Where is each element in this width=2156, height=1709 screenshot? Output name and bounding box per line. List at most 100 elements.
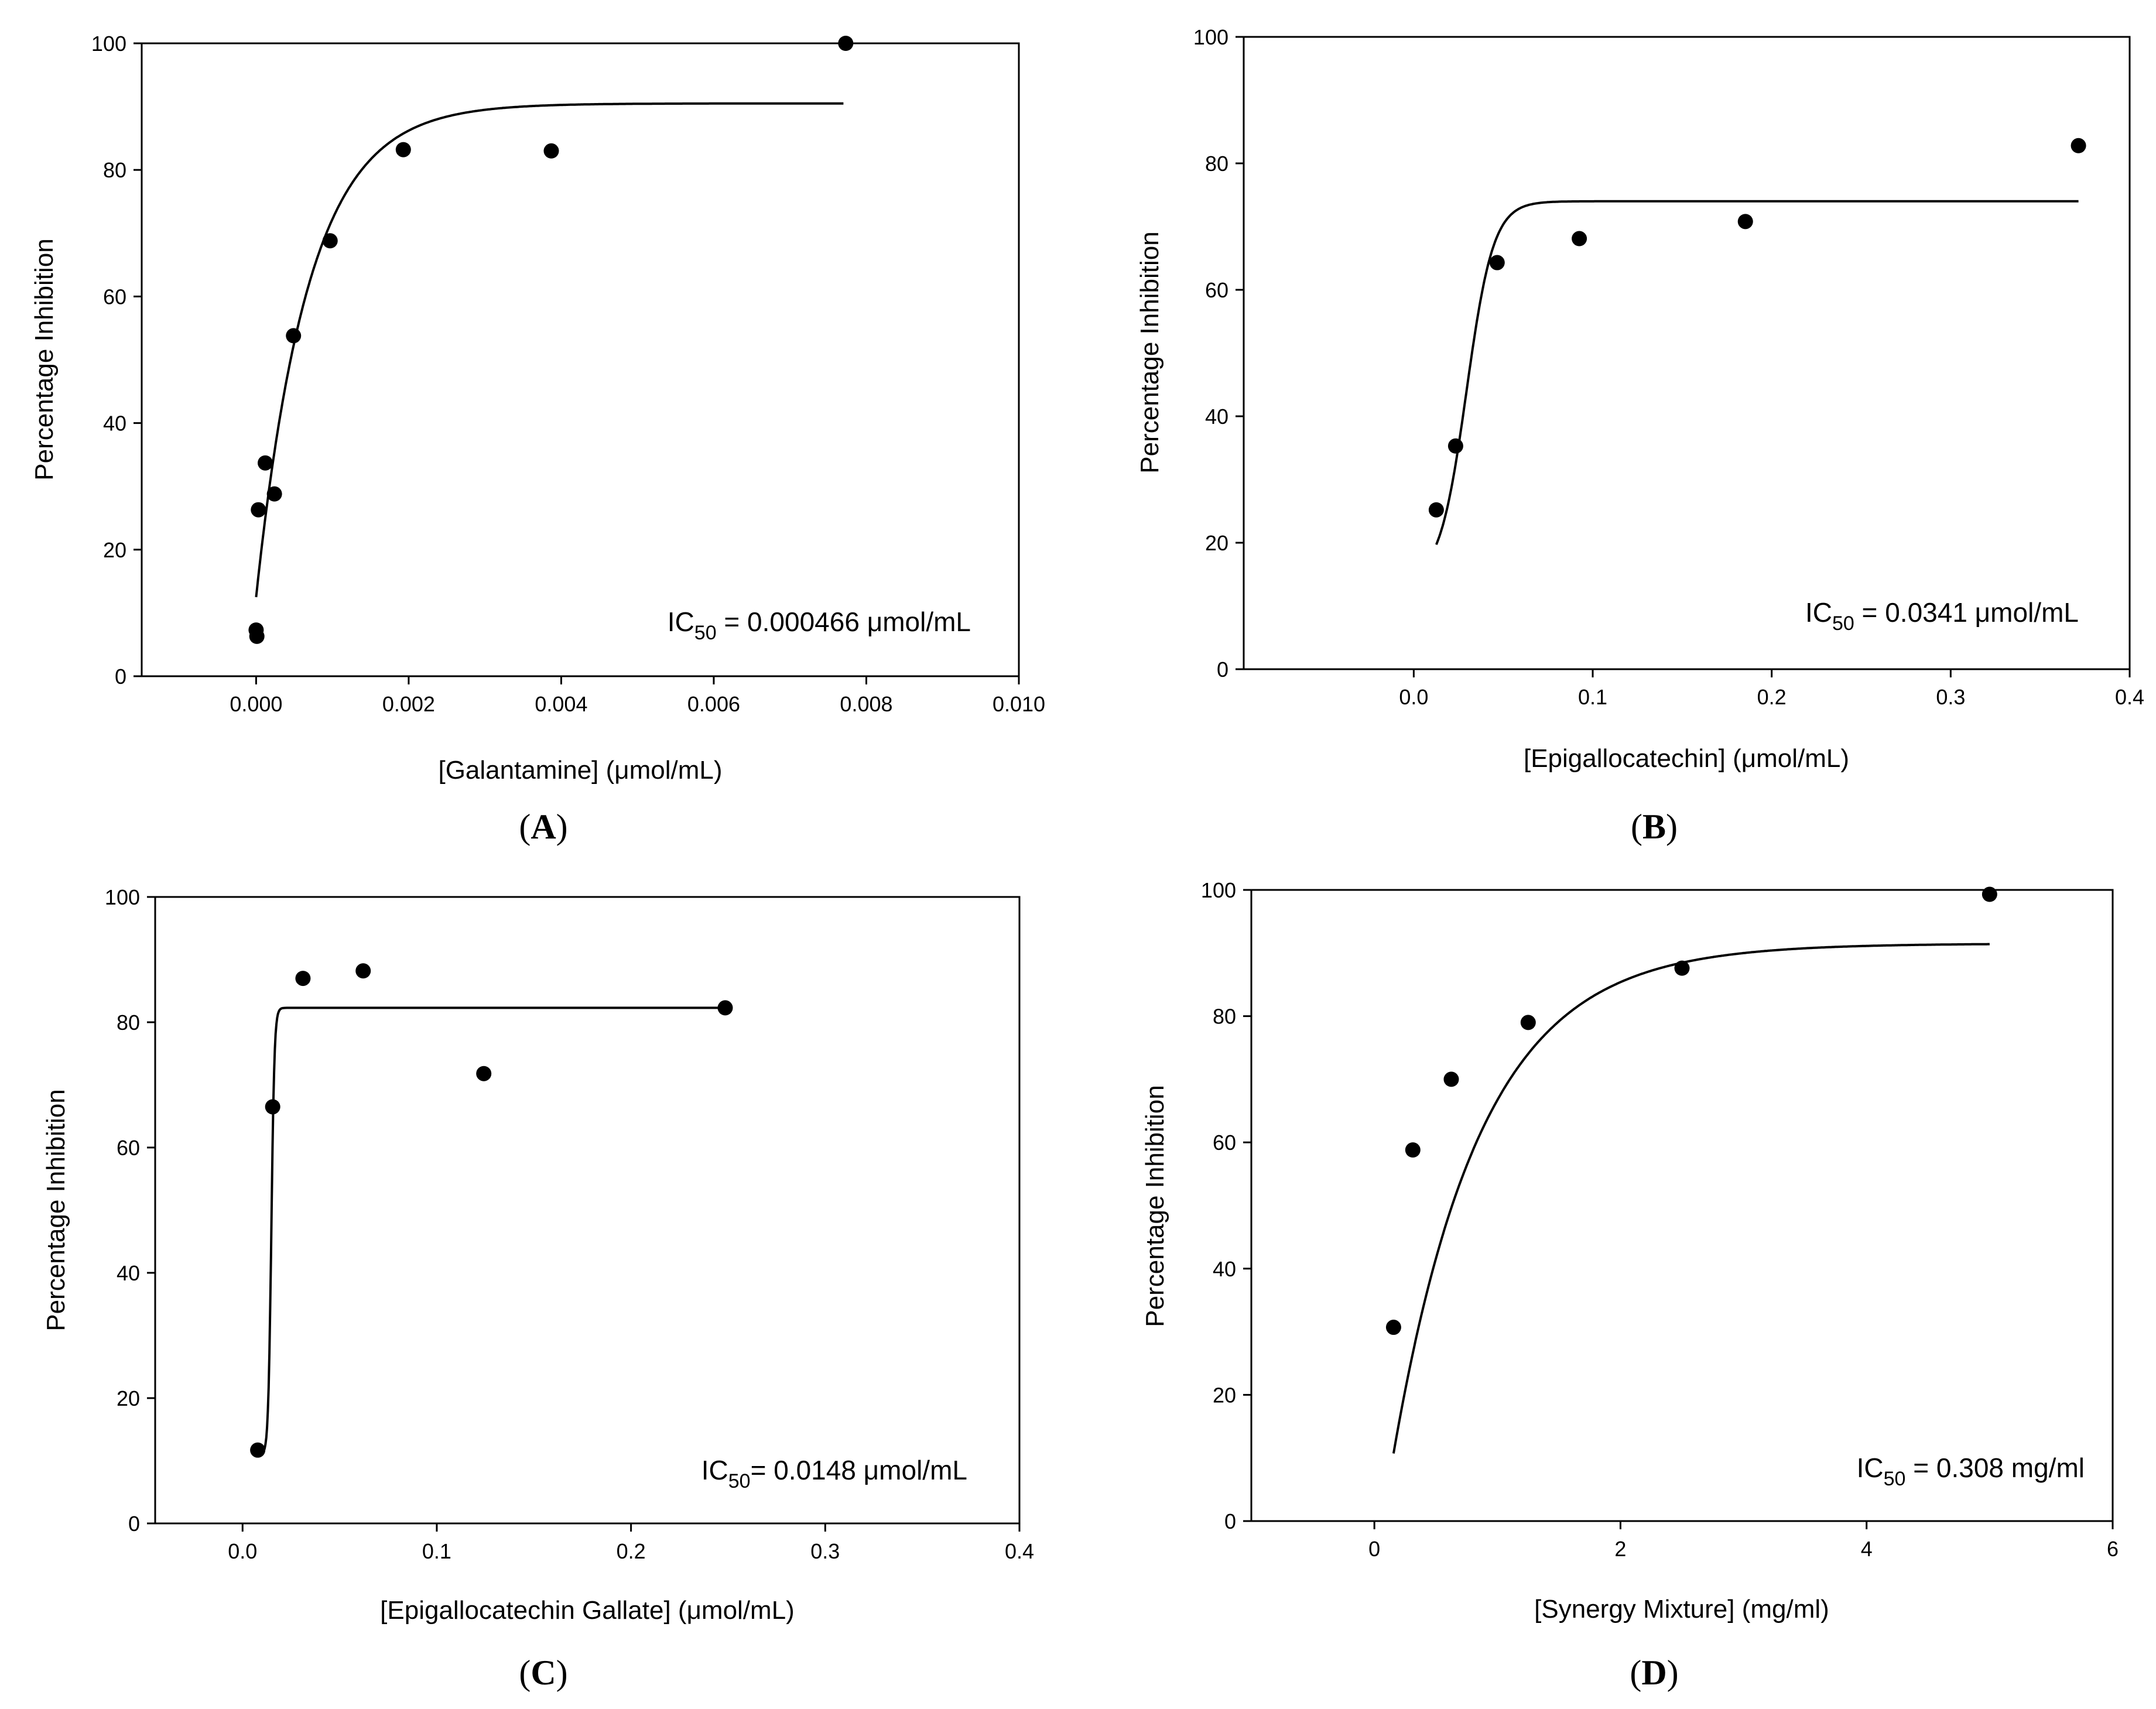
plot-frame	[1243, 36, 2131, 670]
panel-b: 0.0 0.1 0.2 0.3 0.4 0 20 40 60 80 100 [Epigallocat…	[1135, 25, 2144, 846]
data-point	[249, 628, 265, 644]
x-tick-label: 0.010	[993, 692, 1045, 716]
y-tick-label: 80	[117, 1011, 140, 1035]
x-tick-label: 2	[1614, 1537, 1626, 1561]
ic50-annotation: IC50 = 0.308 mg/ml	[1857, 1453, 2085, 1490]
tick-labels: 0.000 0.002 0.004 0.006 0.008 0.010 0 20 40 60 80 1…	[91, 32, 1045, 716]
data-point	[395, 142, 411, 157]
y-tick-label: 100	[1201, 878, 1236, 902]
x-tick-label: 0.0	[228, 1539, 257, 1563]
data-point	[838, 36, 854, 51]
y-tick-label: 100	[91, 32, 126, 56]
x-tick-label: 0.006	[687, 692, 740, 716]
y-tick-label: 40	[1213, 1257, 1236, 1281]
data-points	[250, 963, 733, 1458]
x-tick-label: 0.4	[1005, 1539, 1034, 1563]
x-tick-label: 0	[1368, 1537, 1380, 1561]
y-tick-label: 20	[117, 1386, 140, 1410]
y-axis-title: Percentage Inhibition	[1141, 1085, 1169, 1327]
y-tick-label: 20	[1205, 531, 1228, 555]
ic50-annotation: IC50 = 0.0341 μmol/mL	[1805, 597, 2079, 635]
panel-label: (C)	[519, 1653, 567, 1692]
x-tick-label: 0.1	[422, 1539, 451, 1563]
data-point	[543, 143, 559, 159]
panel-label: (B)	[1631, 807, 1678, 846]
y-tick-label: 60	[117, 1136, 140, 1160]
data-point	[258, 455, 273, 471]
y-tick-label: 0	[115, 665, 126, 689]
data-point	[1674, 960, 1690, 976]
x-tick-label: 0.008	[840, 692, 892, 716]
y-tick-label: 100	[105, 885, 140, 909]
y-axis-title: Percentage Inhibition	[42, 1089, 70, 1331]
y-tick-label: 60	[1205, 278, 1228, 302]
data-point	[250, 1442, 266, 1458]
data-point	[1982, 886, 1997, 902]
data-point	[1443, 1071, 1459, 1087]
data-point	[295, 971, 311, 987]
plot-frame	[154, 896, 1021, 1525]
data-point	[1428, 502, 1444, 518]
fit-curve	[1392, 943, 1990, 1454]
ic50-annotation: IC50 = 0.000466 μmol/mL	[668, 607, 971, 644]
data-point	[1572, 231, 1587, 246]
y-tick-label: 40	[117, 1261, 140, 1285]
data-point	[265, 1099, 280, 1115]
x-tick-label: 0.0	[1399, 685, 1428, 709]
tick-marks	[1236, 36, 2131, 677]
x-tick-label: 6	[2107, 1537, 2119, 1561]
y-tick-label: 60	[103, 285, 126, 309]
y-tick-label: 0	[128, 1512, 140, 1536]
tick-labels: 0.0 0.1 0.2 0.3 0.4 0 20 40 60 80 100	[1193, 25, 2144, 709]
x-tick-label: 0.000	[230, 692, 282, 716]
data-point	[251, 502, 266, 518]
y-tick-label: 80	[103, 158, 126, 182]
y-tick-label: 0	[1224, 1509, 1236, 1533]
fit-curve	[255, 102, 844, 598]
data-point	[1520, 1015, 1536, 1030]
x-axis-title: [Epigallocatechin Gallate] (μmol/mL)	[380, 1596, 795, 1625]
x-axis-title: [Synergy Mixture] (mg/ml)	[1534, 1595, 1829, 1624]
y-tick-label: 80	[1205, 152, 1228, 176]
data-points	[1385, 886, 1997, 1335]
y-tick-label: 20	[103, 538, 126, 562]
data-points	[1428, 138, 2086, 518]
tick-marks	[1243, 889, 2114, 1529]
data-points	[248, 36, 854, 644]
panel-c: 0.0 0.1 0.2 0.3 0.4 0 20 40 60 80 100 [Epigallocat…	[42, 885, 1034, 1692]
y-tick-label: 60	[1213, 1131, 1236, 1155]
panel-label: (A)	[519, 807, 567, 846]
tick-marks	[147, 896, 1021, 1532]
data-point	[1489, 255, 1505, 270]
x-tick-label: 0.3	[810, 1539, 840, 1563]
data-point	[355, 963, 371, 979]
fit-curve	[257, 1006, 725, 1456]
fit-curve	[1435, 200, 2079, 545]
data-point	[286, 328, 302, 344]
plot-frame	[141, 42, 1020, 677]
y-tick-label: 100	[1193, 25, 1228, 49]
x-tick-label: 0.004	[535, 692, 587, 716]
data-point	[1737, 214, 1753, 230]
y-axis-title: Percentage Inhibition	[1135, 231, 1164, 473]
panel-a: 0.000 0.002 0.004 0.006 0.008 0.010 0 20 40 60 80 1…	[30, 32, 1045, 846]
x-tick-label: 0.2	[617, 1539, 646, 1563]
x-tick-label: 0.3	[1936, 685, 1965, 709]
y-tick-label: 0	[1217, 657, 1228, 681]
x-tick-label: 0.002	[382, 692, 435, 716]
y-tick-label: 40	[1205, 405, 1228, 429]
data-point	[476, 1066, 492, 1081]
x-tick-label: 0.4	[2115, 685, 2144, 709]
data-point	[2071, 138, 2086, 153]
data-point	[1405, 1142, 1421, 1158]
data-point	[322, 233, 338, 249]
tick-marks	[134, 42, 1020, 684]
y-tick-label: 40	[103, 412, 126, 436]
y-tick-label: 20	[1213, 1383, 1236, 1407]
tick-labels: 0.0 0.1 0.2 0.3 0.4 0 20 40 60 80 100	[105, 885, 1034, 1563]
panel-label: (D)	[1630, 1653, 1678, 1692]
